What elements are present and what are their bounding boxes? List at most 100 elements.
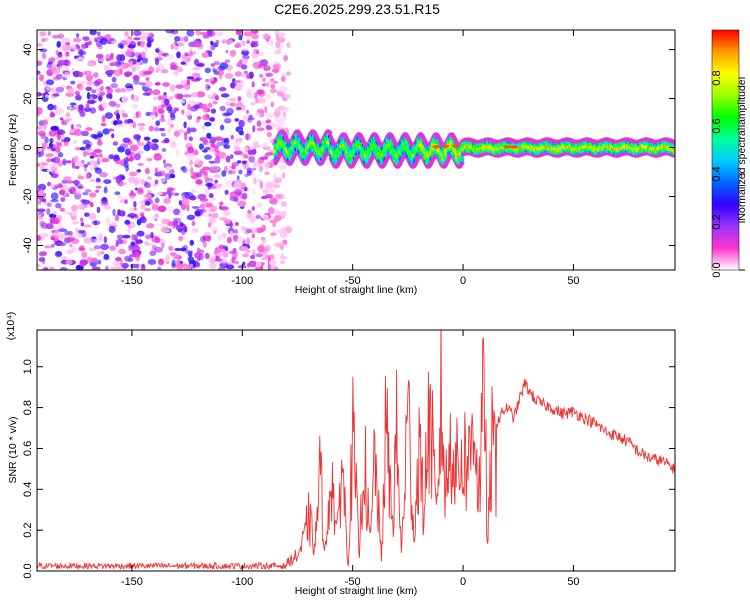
heatmap-cell <box>154 58 160 66</box>
heatmap-cell <box>262 239 266 244</box>
heatmap-cell <box>120 40 127 46</box>
heatmap-cell <box>55 50 59 56</box>
heatmap-cell <box>97 96 102 101</box>
heatmap-cell <box>37 200 42 205</box>
heatmap-cell <box>208 160 216 164</box>
heatmap-cell <box>113 156 121 162</box>
heatmap-cell <box>157 170 166 177</box>
heatmap-cell <box>95 189 100 193</box>
heatmap-cell <box>152 106 158 113</box>
heatmap-cell <box>208 193 214 199</box>
heatmap-cell <box>219 217 228 221</box>
heatmap-cell <box>78 185 84 189</box>
heatmap-cell <box>235 42 241 47</box>
heatmap-cell <box>221 39 227 44</box>
heatmap-cell <box>133 201 137 208</box>
heatmap-cell <box>233 80 237 84</box>
heatmap-cell <box>123 238 127 245</box>
heatmap-cell <box>173 40 178 46</box>
heatmap-cell <box>270 101 275 108</box>
heatmap-cell <box>237 96 242 102</box>
heatmap-cell <box>204 252 210 259</box>
heatmap-cell <box>100 122 107 127</box>
heatmap-cell <box>61 37 71 44</box>
heatmap-cell <box>59 242 66 247</box>
heatmap-cell <box>127 213 137 218</box>
heatmap-cell <box>128 171 138 177</box>
heatmap-cell <box>96 259 102 265</box>
heatmap-cell <box>48 130 57 137</box>
heatmap-cell <box>136 142 145 147</box>
heatmap-cell <box>196 172 203 178</box>
heatmap-cell <box>101 115 106 123</box>
figure-title: C2E6.2025.299.23.51.R15 <box>274 1 440 17</box>
heatmap-cell <box>37 143 41 147</box>
heatmap-cell <box>50 111 54 117</box>
heatmap-cell <box>215 95 219 101</box>
heatmap-cell <box>95 53 104 59</box>
heatmap-cell <box>71 162 76 169</box>
heatmap-cell <box>209 262 217 270</box>
heatmap-cell <box>146 176 152 180</box>
heatmap-cell <box>144 182 151 189</box>
heatmap-cell <box>255 112 261 117</box>
heatmap-cell <box>153 96 158 101</box>
heatmap-cell <box>48 266 55 270</box>
heatmap-cell <box>103 236 108 244</box>
heatmap-cell <box>46 208 51 216</box>
heatmap-cell <box>86 256 94 263</box>
heatmap-cell <box>85 127 93 131</box>
heatmap-cell <box>189 159 194 166</box>
heatmap-cell <box>47 202 52 208</box>
heatmap-cell <box>236 237 244 244</box>
heatmap-cell <box>224 72 234 80</box>
heatmap-cell <box>263 161 271 169</box>
heatmap-cell <box>115 109 120 114</box>
heatmap-cell <box>270 83 276 89</box>
heatmap-cell <box>83 164 89 168</box>
snr-y-tick-label: 0.8 <box>22 400 34 415</box>
heatmap-cell <box>208 50 213 57</box>
heatmap-cell <box>128 244 135 249</box>
heatmap-cell <box>460 160 465 166</box>
heatmap-cell <box>225 155 231 163</box>
heatmap-cell <box>133 30 142 37</box>
heatmap-cell <box>114 214 120 222</box>
heatmap-cell <box>136 169 142 173</box>
heatmap-cell <box>264 171 270 175</box>
heatmap-cell <box>258 97 266 104</box>
heatmap-cell <box>46 168 54 172</box>
heatmap-cell <box>165 166 173 171</box>
heatmap-cell <box>53 104 57 110</box>
heatmap-cell <box>99 153 103 158</box>
heatmap-cell <box>38 213 42 218</box>
heatmap-cell <box>250 255 256 260</box>
heatmap-cell <box>179 36 184 42</box>
heatmap-cell <box>224 59 231 63</box>
heatmap-cell <box>247 209 252 214</box>
heatmap-cell <box>245 250 251 254</box>
heatmap-cell <box>81 199 91 205</box>
heatmap-cell <box>69 102 77 106</box>
heatmap-cell <box>166 106 173 112</box>
heatmap-cell <box>81 159 85 164</box>
heatmap-cell <box>141 33 149 38</box>
heatmap-cell <box>262 33 270 39</box>
heatmap-cell <box>137 163 144 166</box>
heatmap-cell <box>93 220 98 226</box>
heatmap-cell <box>259 165 263 172</box>
heatmap-cell <box>140 204 146 210</box>
heatmap-cell <box>238 169 243 175</box>
heatmap-cell <box>283 54 288 62</box>
heatmap-cell <box>111 221 117 226</box>
snr-y-tick-label: 0.6 <box>22 441 34 456</box>
heatmap-cell <box>190 92 198 98</box>
heatmap-cell <box>62 158 67 166</box>
snr-x-tick-label: -50 <box>345 576 361 588</box>
heatmap-cell <box>153 153 162 161</box>
heatmap-cell <box>275 41 281 48</box>
colorbar-tick-label: 0.2 <box>711 214 723 229</box>
heatmap-cell <box>275 195 284 200</box>
heatmap-cell <box>144 200 151 206</box>
heatmap-cell <box>37 130 46 137</box>
